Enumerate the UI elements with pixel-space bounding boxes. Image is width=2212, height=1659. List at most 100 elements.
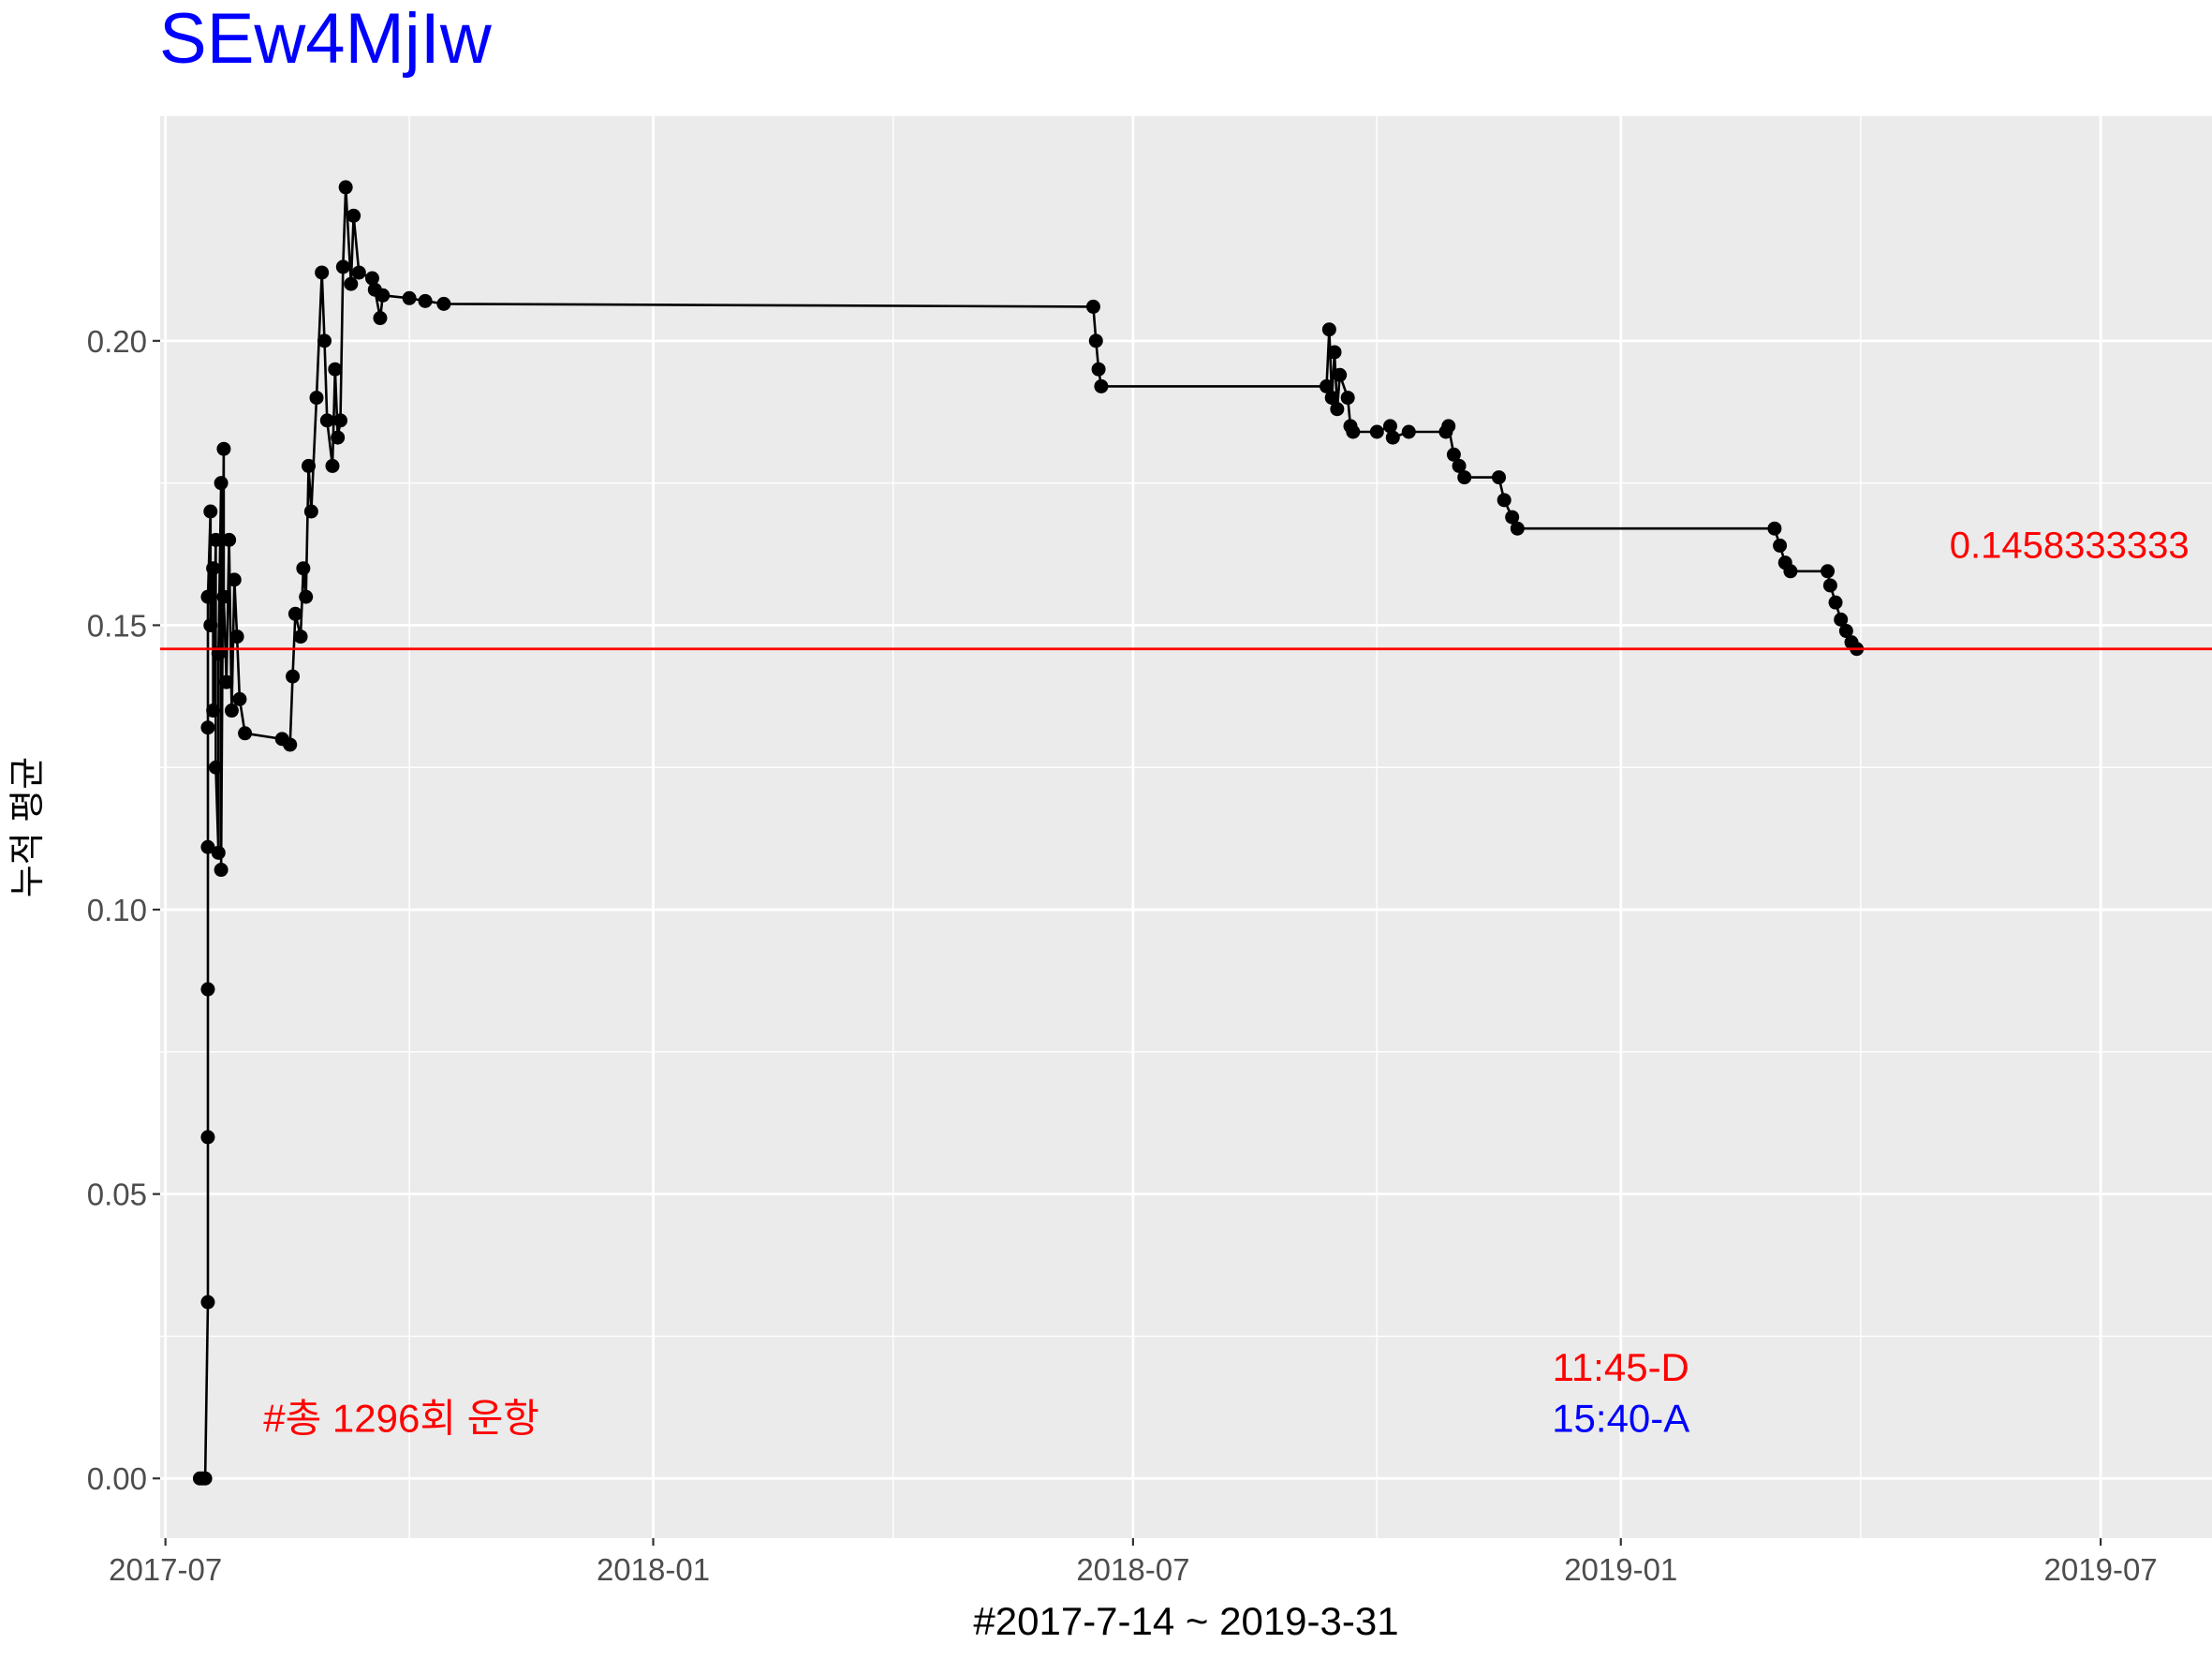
- data-point: [216, 589, 231, 604]
- data-point: [200, 1130, 215, 1145]
- data-point: [1452, 458, 1467, 473]
- data-point: [1441, 419, 1456, 434]
- data-point: [206, 561, 221, 576]
- data-point: [325, 458, 340, 473]
- data-point: [309, 391, 324, 406]
- data-point: [335, 259, 350, 274]
- data-point: [227, 572, 242, 587]
- data-point: [436, 296, 451, 311]
- data-point: [418, 293, 433, 308]
- data-point: [1773, 538, 1788, 553]
- data-point: [303, 504, 318, 519]
- data-point: [1369, 424, 1384, 439]
- data-point: [1838, 624, 1853, 639]
- data-point: [364, 271, 379, 286]
- data-point: [219, 674, 234, 689]
- y-tick-label: 0.00: [87, 1461, 147, 1496]
- text-layer: 0.1458333333 #총 1296회 운항 11:45-D 15:40-A #20…: [8, 525, 2190, 1643]
- data-point: [224, 704, 239, 718]
- data-point: [373, 311, 388, 326]
- data-point: [1327, 345, 1342, 360]
- data-point: [299, 589, 314, 604]
- grid-minor: [160, 116, 2212, 1538]
- data-point: [1457, 470, 1472, 485]
- series-layer: [192, 180, 1865, 1486]
- data-point: [1085, 299, 1100, 314]
- data-point: [1821, 564, 1836, 579]
- data-point: [1330, 402, 1345, 417]
- data-point: [200, 982, 215, 997]
- grid-major: [160, 116, 2212, 1538]
- data-point: [1333, 367, 1348, 382]
- data-point: [338, 180, 353, 195]
- data-point: [317, 333, 332, 348]
- data-point: [200, 720, 215, 735]
- annotation-label: #총 1296회 운항: [263, 1396, 539, 1440]
- data-point: [208, 532, 223, 547]
- x-tick-label: 2019-07: [2044, 1552, 2158, 1587]
- data-point: [1783, 564, 1798, 579]
- x-tick-label: 2018-01: [597, 1552, 710, 1587]
- annotation-label: 15:40-A: [1552, 1396, 1689, 1440]
- y-tick-label: 0.20: [87, 324, 147, 359]
- data-point: [1094, 378, 1109, 393]
- data-point: [232, 691, 247, 706]
- data-point: [351, 265, 366, 280]
- data-point: [216, 441, 231, 456]
- data-point: [1767, 521, 1782, 536]
- data-point: [203, 617, 218, 632]
- data-point: [222, 532, 237, 547]
- data-point: [344, 276, 359, 291]
- data-point: [1321, 322, 1336, 337]
- data-point: [1091, 362, 1106, 377]
- data-point: [302, 458, 317, 473]
- data-point: [208, 760, 223, 775]
- data-point: [1382, 419, 1397, 434]
- data-point: [1505, 510, 1520, 525]
- data-point: [402, 290, 417, 305]
- data-point: [332, 413, 347, 428]
- data-point: [288, 606, 302, 621]
- reference-line-label: 0.1458333333: [1950, 525, 2190, 566]
- data-point: [229, 630, 244, 644]
- data-point: [1320, 378, 1335, 393]
- y-axis-title: 누적 평균: [8, 757, 48, 897]
- data-point: [1340, 391, 1355, 406]
- data-point: [206, 704, 221, 718]
- data-point: [214, 863, 229, 878]
- y-tick-label: 0.15: [87, 608, 147, 643]
- data-point: [315, 265, 330, 280]
- data-point: [1828, 595, 1843, 610]
- data-point: [296, 561, 311, 576]
- data-point: [1346, 424, 1361, 439]
- y-tick-label: 0.05: [87, 1178, 147, 1212]
- data-point: [1492, 470, 1507, 485]
- data-point: [331, 430, 346, 445]
- x-axis-title: #2017-7-14 ~ 2019-3-31: [973, 1599, 1398, 1643]
- data-point: [1822, 578, 1837, 593]
- axis-layer: 2017-07 2018-01 2018-07 2019-01 2019-07 0.00 0…: [87, 324, 2158, 1587]
- data-point: [1510, 521, 1525, 536]
- x-tick-label: 2019-01: [1564, 1552, 1677, 1587]
- data-point: [1401, 424, 1416, 439]
- data-point: [198, 1471, 213, 1486]
- data-point: [1385, 430, 1400, 445]
- y-tick-label: 0.10: [87, 893, 147, 927]
- data-point: [203, 504, 218, 519]
- data-point: [1324, 391, 1339, 406]
- data-point: [200, 839, 215, 854]
- data-point: [1088, 333, 1103, 348]
- data-point: [376, 288, 391, 303]
- data-point: [293, 630, 308, 644]
- data-point: [1834, 612, 1849, 627]
- data-point: [238, 726, 253, 741]
- data-point: [283, 737, 298, 752]
- x-tick-label: 2018-07: [1076, 1552, 1189, 1587]
- data-point: [211, 845, 226, 860]
- data-point: [214, 476, 229, 491]
- data-point: [319, 413, 334, 428]
- data-point: [200, 589, 215, 604]
- chart-title: SEw4MjIw: [159, 0, 492, 79]
- data-point: [1497, 493, 1512, 508]
